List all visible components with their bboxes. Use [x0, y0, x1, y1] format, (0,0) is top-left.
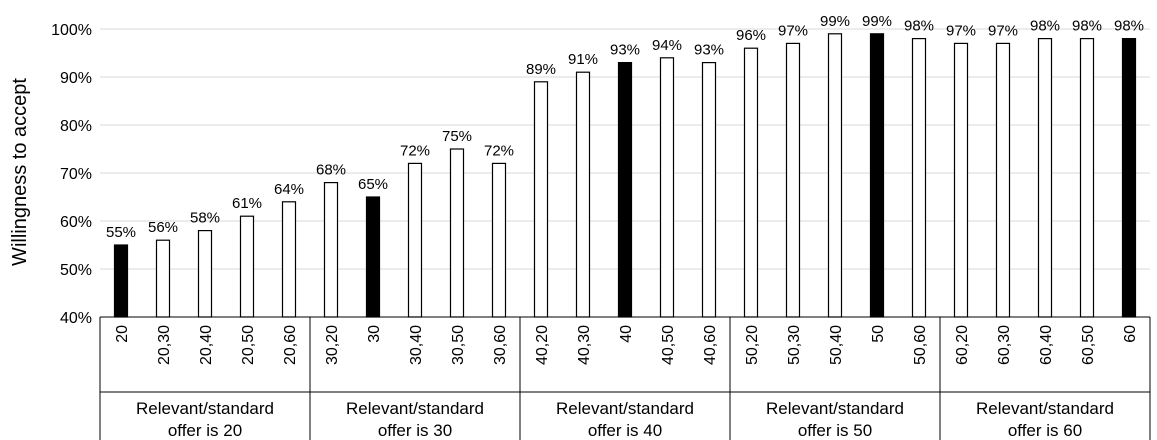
x-tick-label: 20: [114, 325, 131, 343]
data-label: 61%: [232, 195, 262, 212]
data-label: 99%: [820, 13, 850, 30]
data-label: 93%: [694, 42, 724, 59]
x-tick-label: 60,40: [1038, 325, 1055, 365]
data-label: 64%: [274, 181, 304, 198]
y-tick-label: 100%: [51, 22, 92, 39]
bar: [323, 182, 339, 318]
bar: [575, 71, 591, 318]
x-tick-label: 20,50: [240, 325, 257, 365]
bar: [827, 33, 843, 318]
x-tick-label: 60,20: [954, 325, 971, 365]
data-label: 58%: [190, 210, 220, 227]
x-tick-label: 50: [870, 325, 887, 343]
x-tick-label: 40,50: [660, 325, 677, 365]
x-tick-label: 40: [618, 325, 635, 343]
data-label: 96%: [736, 27, 766, 44]
data-label: 97%: [946, 22, 976, 39]
data-label: 98%: [1114, 18, 1144, 35]
data-label: 98%: [1072, 18, 1102, 35]
x-tick-label: 20,30: [156, 325, 173, 365]
bar: [1121, 37, 1137, 318]
labels: 40% 50% 60% 70% 80% 90% 100% 55% 20 56% 20,30 58% 20…: [51, 13, 1144, 440]
bar: [449, 148, 465, 318]
group-label-line2: offer is 30: [378, 421, 452, 440]
x-tick-label: 30,60: [492, 325, 509, 365]
bar: [407, 162, 423, 318]
bar: [533, 81, 549, 318]
bar: [239, 215, 255, 318]
data-label: 91%: [568, 51, 598, 68]
group-label-line1: Relevant/standard: [976, 399, 1114, 418]
x-tick-label: 20,60: [282, 325, 299, 365]
bar: [1079, 37, 1095, 318]
bar: [995, 42, 1011, 318]
data-label: 99%: [862, 13, 892, 30]
data-label: 68%: [316, 162, 346, 179]
bar: [743, 47, 759, 318]
x-tick-label: 40,20: [534, 325, 551, 365]
y-tick-label: 80%: [60, 118, 92, 135]
bar: [365, 196, 381, 318]
data-label: 93%: [610, 42, 640, 59]
bar: [197, 230, 213, 318]
x-tick-label: 50,40: [828, 325, 845, 365]
y-axis-title: Willingness to accept: [9, 78, 31, 266]
x-tick-label: 60: [1122, 325, 1139, 343]
bar: [617, 61, 633, 318]
bar: [113, 244, 129, 318]
data-label: 75%: [442, 128, 472, 145]
data-label: 97%: [778, 22, 808, 39]
bar: [1037, 37, 1053, 318]
y-tick-label: 50%: [60, 262, 92, 279]
group-label-line1: Relevant/standard: [346, 399, 484, 418]
data-label: 72%: [400, 142, 430, 159]
x-tick-label: 30,20: [324, 325, 341, 365]
group-label-line1: Relevant/standard: [556, 399, 694, 418]
data-label: 55%: [106, 224, 136, 241]
data-label: 94%: [652, 37, 682, 54]
y-tick-label: 70%: [60, 166, 92, 183]
axes: [99, 316, 1151, 440]
bar: [869, 33, 885, 318]
y-tick-label: 60%: [60, 214, 92, 231]
group-label-line2: offer is 40: [588, 421, 662, 440]
group-label-line2: offer is 50: [798, 421, 872, 440]
x-tick-label: 50,30: [786, 325, 803, 365]
y-tick-label: 40%: [60, 310, 92, 327]
bar: [911, 37, 927, 318]
y-tick-label: 90%: [60, 70, 92, 87]
group-label-line2: offer is 60: [1008, 421, 1082, 440]
bars: [113, 33, 1137, 318]
group-label-line1: Relevant/standard: [136, 399, 274, 418]
x-tick-label: 60,30: [996, 325, 1013, 365]
bar: [281, 201, 297, 318]
bar: [953, 42, 969, 318]
bar: [155, 239, 171, 318]
x-tick-label: 30: [366, 325, 383, 343]
bar: [785, 42, 801, 318]
x-tick-label: 30,40: [408, 325, 425, 365]
data-label: 97%: [988, 22, 1018, 39]
data-label: 98%: [1030, 18, 1060, 35]
x-tick-label: 50,60: [912, 325, 929, 365]
x-tick-label: 60,50: [1080, 325, 1097, 365]
x-tick-label: 40,30: [576, 325, 593, 365]
data-label: 72%: [484, 142, 514, 159]
data-label: 56%: [148, 219, 178, 236]
bar: [491, 162, 507, 318]
x-tick-label: 50,20: [744, 325, 761, 365]
data-label: 98%: [904, 18, 934, 35]
data-label: 89%: [526, 61, 556, 78]
x-tick-label: 30,50: [450, 325, 467, 365]
x-tick-label: 20,40: [198, 325, 215, 365]
x-tick-label: 40,60: [702, 325, 719, 365]
bar: [701, 61, 717, 318]
group-label-line1: Relevant/standard: [766, 399, 904, 418]
group-label-line2: offer is 20: [168, 421, 242, 440]
data-label: 65%: [358, 176, 388, 193]
bar: [659, 57, 675, 318]
